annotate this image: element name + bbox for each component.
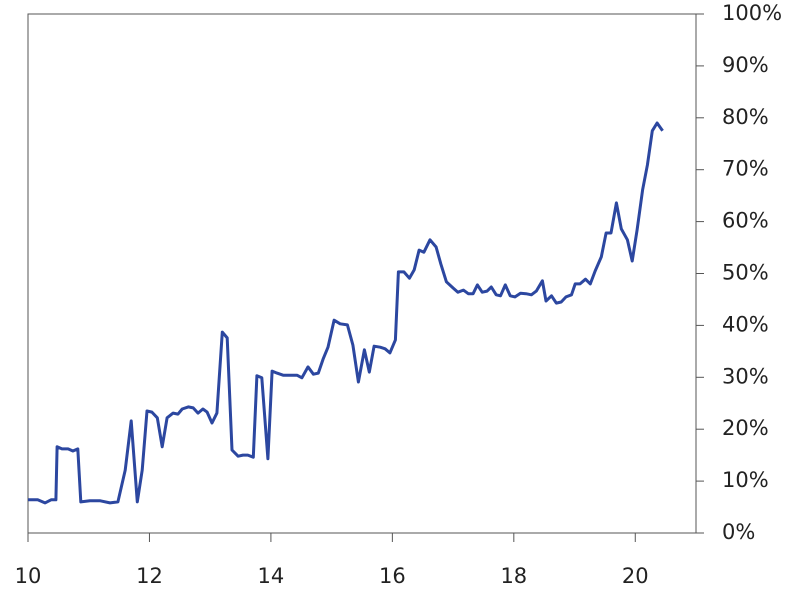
x-tick-label: 16 (379, 564, 406, 588)
x-tick-label: 20 (622, 564, 649, 588)
x-tick-label: 12 (136, 564, 163, 588)
y-tick-label: 0% (722, 520, 755, 544)
y-tick-label: 70% (722, 157, 769, 181)
y-tick-label: 40% (722, 312, 769, 336)
x-tick-label: 18 (500, 564, 527, 588)
y-tick-label: 100% (722, 1, 782, 25)
y-tick-label: 80% (722, 105, 769, 129)
y-tick-label: 60% (722, 209, 769, 233)
y-tick-label: 50% (722, 261, 769, 285)
y-tick-label: 20% (722, 416, 769, 440)
x-tick-label: 14 (258, 564, 285, 588)
y-tick-label: 30% (722, 364, 769, 388)
line-series (28, 121, 664, 505)
y-tick-label: 90% (722, 53, 769, 77)
y-tick-label: 10% (722, 468, 769, 492)
x-tick-label: 10 (15, 564, 42, 588)
